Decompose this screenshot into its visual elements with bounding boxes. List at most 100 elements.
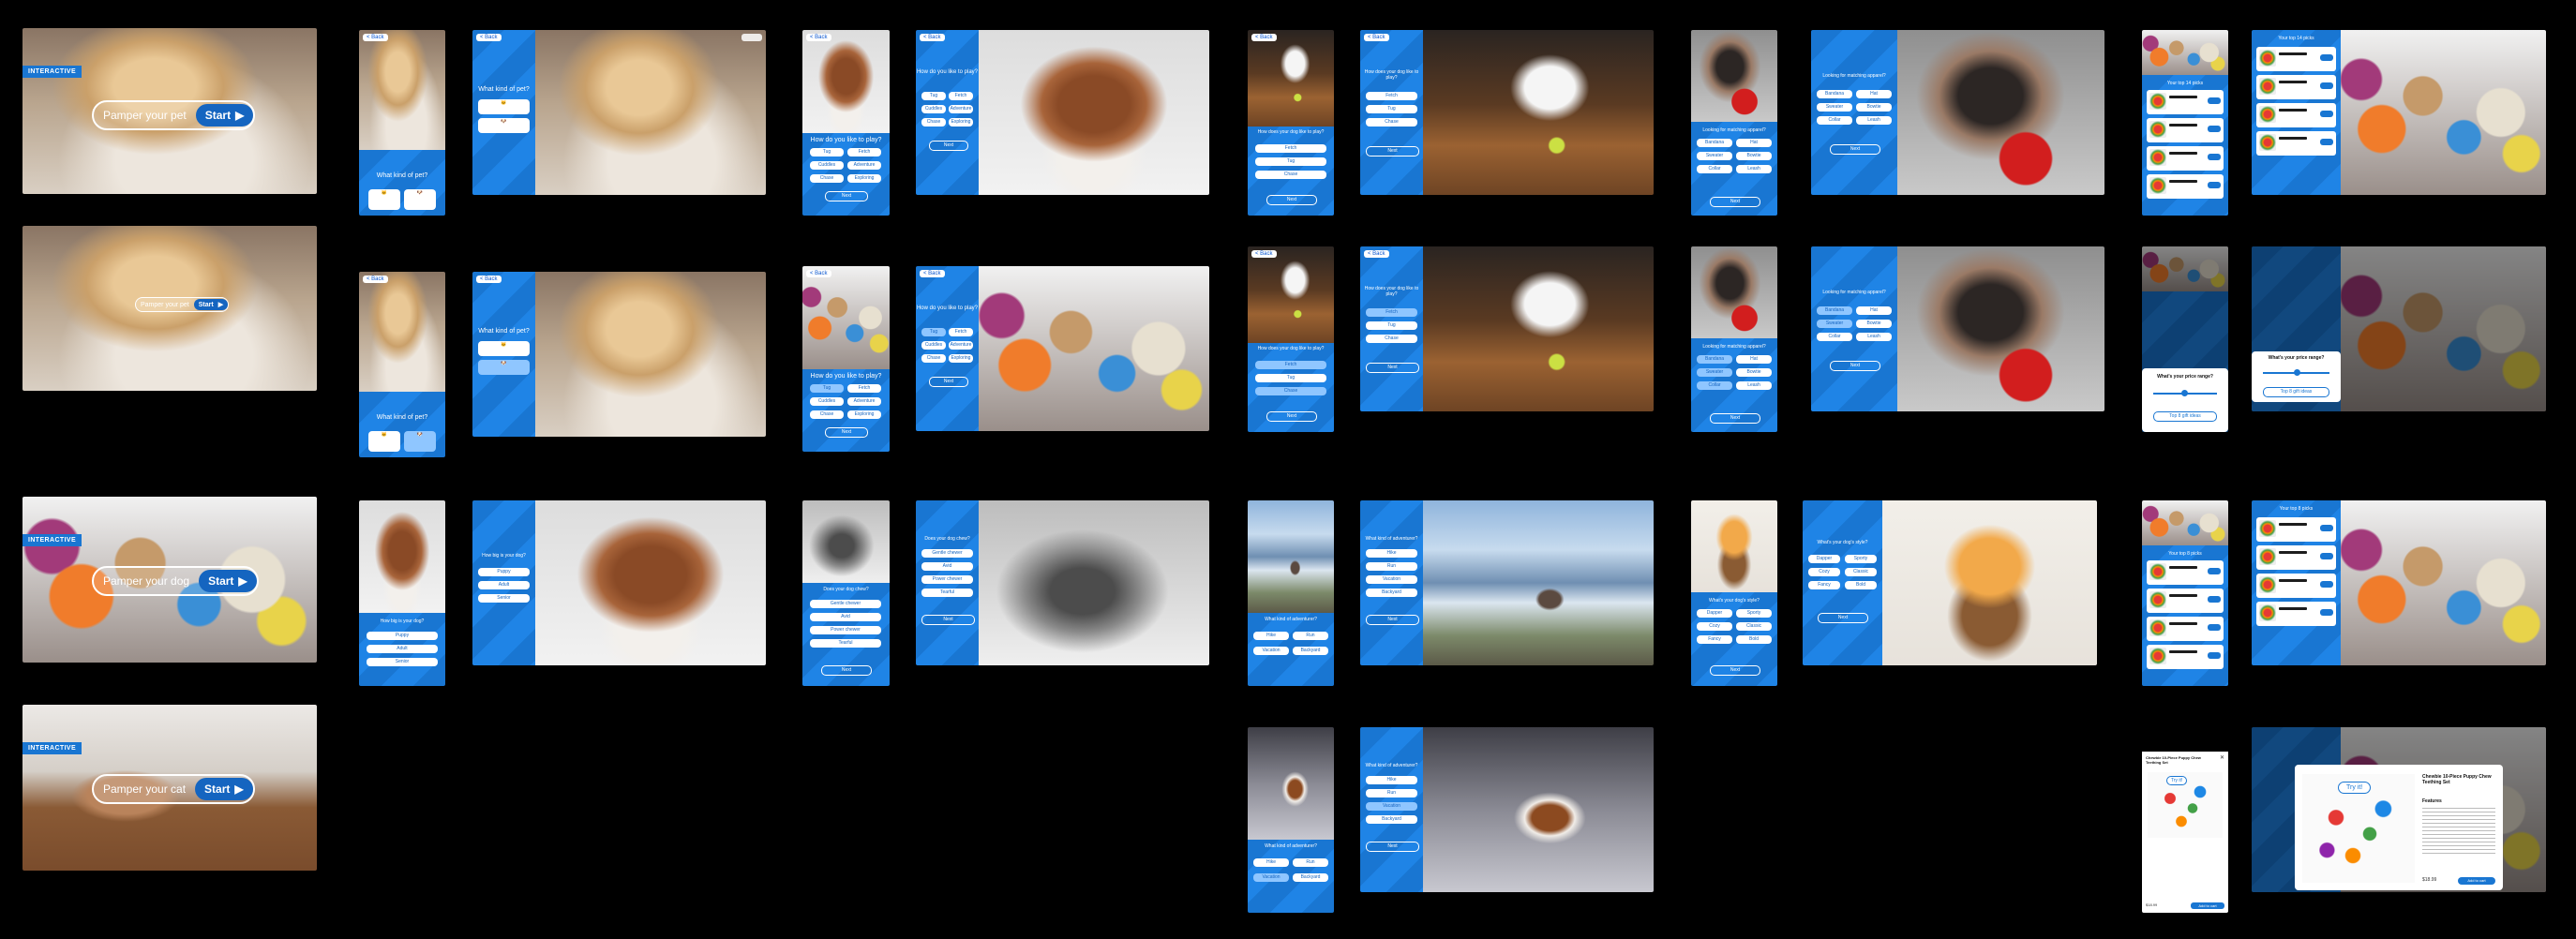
add-to-cart-button[interactable]: Add to cart [2191,902,2224,909]
adventure-option-2[interactable]: Run [1293,858,1328,867]
match-option-6[interactable]: Leash [1736,381,1772,390]
next-button[interactable]: Next [929,377,968,387]
try-it-button[interactable]: Try it! [2166,776,2188,785]
play-option-3[interactable]: Cuddles [810,161,844,170]
match-option-5[interactable]: Collar [1817,116,1852,125]
play-option-2[interactable]: Fetch [847,384,881,393]
add-to-cart-button[interactable] [2208,126,2221,132]
match-option-2[interactable]: Hat [1736,355,1772,364]
chew-option-3[interactable]: Power chewer [810,626,881,634]
dog-play-option-1[interactable]: Fetch [1366,92,1417,100]
play-option-4[interactable]: Adventure [847,397,881,406]
size-option-2[interactable]: Adult [367,645,438,653]
style-option-3[interactable]: Cozy [1697,622,1732,631]
next-button[interactable]: Next [1266,195,1317,205]
add-to-cart-button[interactable] [2320,609,2333,616]
back-button[interactable]: < Back [476,34,502,41]
pamper-pill[interactable]: Pamper your pet Start ▶ [92,100,256,130]
match-option-5[interactable]: Collar [1697,165,1732,173]
add-to-cart-button[interactable] [2208,624,2221,631]
play-option-4[interactable]: Adventure [847,161,881,170]
match-option-4[interactable]: Bowtie [1736,368,1772,377]
product-card[interactable] [2147,560,2224,585]
product-card[interactable] [2256,545,2336,570]
play-option-1[interactable]: Tug [810,148,844,156]
play-option-4[interactable]: Adventure [949,341,973,350]
chew-option-4[interactable]: Tearful [921,589,973,597]
next-button[interactable]: Next [929,141,968,151]
add-to-cart-button[interactable] [2320,111,2333,117]
add-to-cart-button[interactable] [2320,139,2333,145]
back-button[interactable]: < Back [1251,250,1277,258]
product-card[interactable] [2147,645,2224,669]
adventure-option-4[interactable]: Backyard [1366,589,1417,597]
style-option-3[interactable]: Cozy [1808,568,1840,576]
next-button[interactable]: Next [1710,413,1760,424]
adventure-option-1[interactable]: Hike [1366,549,1417,558]
adventure-option-2[interactable]: Run [1366,562,1417,571]
style-option-5[interactable]: Fancy [1697,635,1732,644]
product-card[interactable] [2256,602,2336,626]
dog-play-option-2[interactable]: Tug [1366,105,1417,113]
match-option-2[interactable]: Hat [1736,139,1772,147]
play-option-3[interactable]: Cuddles [810,397,844,406]
dog-play-option-2[interactable]: Tug [1255,374,1326,382]
close-icon[interactable] [741,34,762,41]
chew-option-1[interactable]: Gentle chewer [921,549,973,558]
next-button[interactable]: Next [1710,665,1760,676]
add-to-cart-button[interactable] [2208,97,2221,104]
product-card[interactable] [2256,47,2336,71]
play-option-6[interactable]: Exploring [847,410,881,419]
add-to-cart-button[interactable] [2208,182,2221,188]
dog-play-option-1[interactable]: Fetch [1255,361,1326,369]
play-option-2[interactable]: Fetch [949,328,973,336]
price-slider-handle[interactable] [2181,390,2188,396]
pamper-pill[interactable]: Pamper your dog Start ▶ [92,566,259,596]
product-card[interactable] [2147,118,2224,142]
play-option-5[interactable]: Chase [921,354,946,363]
add-to-cart-button[interactable] [2320,82,2333,89]
product-card[interactable] [2147,589,2224,613]
adventure-option-4[interactable]: Backyard [1293,873,1328,882]
chew-option-2[interactable]: Avid [921,562,973,571]
pamper-pill[interactable]: Pamper your pet Start ▶ [135,297,230,312]
match-option-1[interactable]: Bandana [1817,306,1852,315]
product-card[interactable] [2256,131,2336,156]
match-option-2[interactable]: Hat [1856,90,1892,98]
dog-option[interactable]: 🐶 [478,118,530,133]
back-button[interactable]: < Back [1364,250,1389,258]
dog-play-option-1[interactable]: Fetch [1255,144,1326,153]
back-button[interactable]: < Back [363,34,388,41]
dog-play-option-2[interactable]: Tug [1366,321,1417,330]
adventure-option-1[interactable]: Hike [1253,632,1289,640]
style-option-5[interactable]: Fancy [1808,581,1840,589]
next-button[interactable]: Next [1366,363,1419,373]
play-option-6[interactable]: Exploring [847,174,881,183]
cat-option[interactable]: 🐱 [368,189,400,210]
adventure-option-1[interactable]: Hike [1366,776,1417,784]
match-option-1[interactable]: Bandana [1817,90,1852,98]
next-button[interactable]: Next [825,427,868,438]
product-card[interactable] [2256,574,2336,598]
gift-ideas-button[interactable]: Top 8 gift ideas [2263,387,2329,397]
adventure-option-2[interactable]: Run [1366,789,1417,797]
style-option-2[interactable]: Sporty [1736,609,1772,618]
adventure-option-3[interactable]: Vacation [1253,873,1289,882]
product-card[interactable] [2147,617,2224,641]
size-option-2[interactable]: Adult [478,581,530,589]
product-card[interactable] [2147,146,2224,171]
style-option-1[interactable]: Dapper [1697,609,1732,618]
match-option-4[interactable]: Bowtie [1856,103,1892,112]
match-option-6[interactable]: Leash [1856,333,1892,341]
add-to-cart-button[interactable]: Add to cart [2458,877,2495,885]
next-button[interactable]: Next [821,665,872,676]
play-option-3[interactable]: Cuddles [921,105,946,113]
match-option-3[interactable]: Sweater [1697,152,1732,160]
play-option-1[interactable]: Tug [810,384,844,393]
start-button[interactable]: Start ▶ [195,778,253,800]
match-option-5[interactable]: Collar [1697,381,1732,390]
add-to-cart-button[interactable] [2208,154,2221,160]
product-card[interactable] [2147,90,2224,114]
play-option-2[interactable]: Fetch [847,148,881,156]
product-card[interactable] [2256,103,2336,127]
